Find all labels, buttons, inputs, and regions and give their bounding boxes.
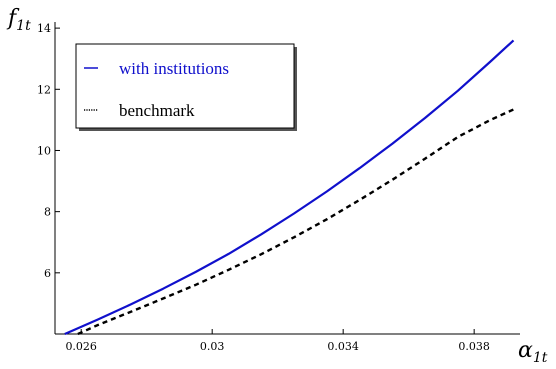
series-line-benchmark [77,108,514,336]
legend: with institutions benchmark [75,43,297,131]
x-tick-label: 0.034 [327,340,359,353]
ticks: 0.026 0.03 0.034 0.038 6 8 10 12 14 [37,22,490,353]
x-tick-label: 0.038 [458,340,490,353]
axes [54,22,520,335]
y-tick-label: 12 [37,83,51,96]
x-tick-label: 0.03 [200,340,225,353]
series-line-with-institutions [64,39,515,336]
legend-box [75,43,295,129]
x-axis-label: α1t [518,338,548,366]
y-axis-label: f1t [6,6,31,34]
y-tick-label: 8 [44,206,51,219]
series-lines [64,39,515,336]
legend-label-with-institutions: with institutions [119,59,229,78]
y-tick-label: 6 [44,267,51,280]
y-axis-label-sub: 1t [16,18,31,34]
legend-label-benchmark: benchmark [119,101,195,120]
x-axis-label-main: α [518,338,533,363]
y-tick-label: 14 [37,22,51,35]
y-tick-label: 10 [37,144,51,157]
x-axis-label-sub: 1t [533,350,548,366]
x-tick-label: 0.026 [65,340,97,353]
